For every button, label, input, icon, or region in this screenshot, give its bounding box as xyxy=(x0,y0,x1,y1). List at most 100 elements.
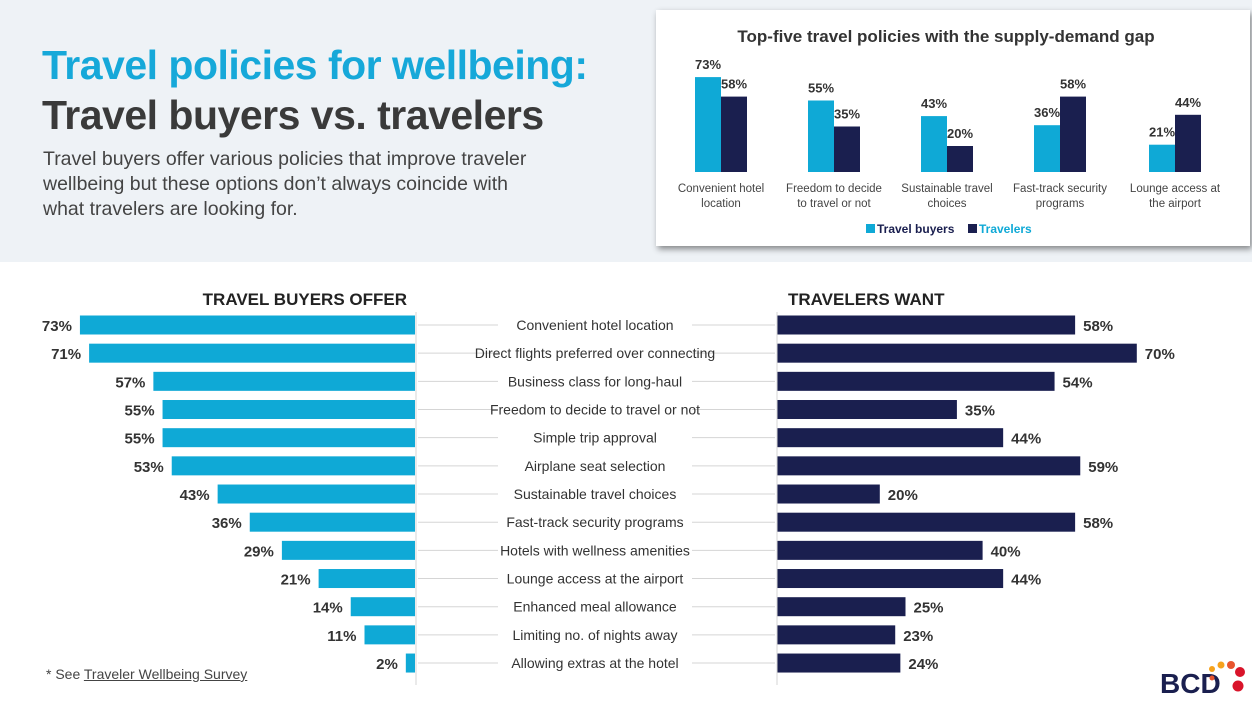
data-label-travelers: 44% xyxy=(1011,431,1041,448)
data-label-buyers: 57% xyxy=(115,374,145,391)
category-label: Sustainable travel xyxy=(901,183,992,195)
category-label: Allowing extras at the hotel xyxy=(511,655,678,671)
data-label: 55% xyxy=(808,81,834,96)
category-label: Direct flights preferred over connecting xyxy=(475,345,715,361)
subtitle: Travel buyers offer various policies tha… xyxy=(43,148,527,220)
category-label: to travel or not xyxy=(797,198,871,210)
category-label: Limiting no. of nights away xyxy=(513,627,678,643)
category-label: Airplane seat selection xyxy=(525,458,666,474)
data-label-buyers: 71% xyxy=(51,346,81,363)
top-five-chart-card: Top-five travel policies with the supply… xyxy=(656,10,1250,246)
category-label: Fast-track security xyxy=(1013,183,1107,195)
data-label: 35% xyxy=(834,107,860,122)
category-label: Lounge access at the airport xyxy=(507,571,684,587)
data-label-buyers: 36% xyxy=(212,515,242,532)
category-label: Business class for long-haul xyxy=(508,373,682,389)
category-label: the airport xyxy=(1149,198,1202,210)
bar-travelers xyxy=(777,569,1004,589)
bar-travelers xyxy=(777,512,1076,532)
category-label: Convenient hotel xyxy=(678,183,764,195)
bcd-logo: BCD xyxy=(1160,661,1245,699)
top-five-chart: 73% 58% Convenient hotel location 55%35% Free… xyxy=(678,57,1221,236)
category-label: Simple trip approval xyxy=(533,430,657,446)
bar-buyers xyxy=(153,371,415,391)
data-label-travelers: 59% xyxy=(1088,459,1118,476)
title-line-2: Travel buyers vs. travelers xyxy=(42,92,544,138)
category-label: location xyxy=(701,198,741,210)
data-label-travelers: 23% xyxy=(903,628,933,645)
footnote-prefix: * See xyxy=(46,666,84,682)
data-label-travelers: 25% xyxy=(914,600,944,617)
data-label-buyers: 11% xyxy=(327,628,356,645)
bar-travelers xyxy=(777,540,983,560)
data-label-buyers: 29% xyxy=(244,543,274,560)
data-label: 73% xyxy=(695,57,721,72)
bar-travelers xyxy=(777,625,896,645)
data-label-buyers: 73% xyxy=(42,318,72,335)
data-label: 44% xyxy=(1175,95,1201,110)
bar-buyers xyxy=(921,116,947,172)
bar-travelers xyxy=(947,146,973,172)
svg-text:BCD: BCD xyxy=(1160,668,1221,699)
legend-label-buyers: Travel buyers xyxy=(877,222,955,236)
bar-buyers xyxy=(249,512,415,532)
bar-buyers xyxy=(364,625,415,645)
left-header: TRAVEL BUYERS OFFER xyxy=(202,290,407,309)
category-label: Hotels with wellness amenities xyxy=(500,542,690,558)
bar-travelers xyxy=(777,428,1004,448)
legend-swatch-travelers xyxy=(968,224,977,233)
data-label: 43% xyxy=(921,96,947,111)
data-label-travelers: 20% xyxy=(888,487,918,504)
bar-buyers xyxy=(1034,125,1060,172)
bar-buyers xyxy=(162,400,415,420)
data-label: 20% xyxy=(947,126,973,141)
bar-travelers xyxy=(777,484,880,504)
footnote: * See Traveler Wellbeing Survey xyxy=(46,666,247,682)
data-label-travelers: 40% xyxy=(991,543,1021,560)
bar-buyers xyxy=(318,569,415,589)
bar-travelers xyxy=(777,597,906,617)
category-label: Sustainable travel choices xyxy=(514,486,677,502)
data-label-buyers: 14% xyxy=(313,600,343,617)
category-label: Convenient hotel location xyxy=(516,317,673,333)
data-label-buyers: 2% xyxy=(376,656,398,673)
bar-buyers xyxy=(89,343,416,363)
legend-label-travelers: Travelers xyxy=(979,222,1032,236)
bar-buyers xyxy=(171,456,415,476)
category-label: Freedom to decide xyxy=(786,183,882,195)
bar-travelers xyxy=(1060,96,1086,172)
top-five-chart-title: Top-five travel policies with the supply… xyxy=(737,27,1155,46)
data-label: 58% xyxy=(1060,77,1086,92)
data-label-travelers: 58% xyxy=(1083,515,1113,532)
category-label: Enhanced meal allowance xyxy=(513,599,677,615)
bar-buyers xyxy=(162,428,415,448)
category-label: programs xyxy=(1036,198,1085,210)
category-label: choices xyxy=(928,198,967,210)
bar-travelers xyxy=(721,96,747,172)
data-label-travelers: 54% xyxy=(1063,374,1093,391)
bar-buyers xyxy=(405,653,415,673)
bar-travelers xyxy=(777,653,901,673)
data-label-buyers: 43% xyxy=(180,487,210,504)
category-label: Lounge access at xyxy=(1130,183,1221,195)
category-label: Fast-track security programs xyxy=(506,514,683,530)
right-header: TRAVELERS WANT xyxy=(788,290,945,309)
data-label-travelers: 58% xyxy=(1083,318,1113,335)
data-label-travelers: 35% xyxy=(965,403,995,420)
bar-travelers xyxy=(834,126,860,172)
bar-buyers xyxy=(695,77,721,172)
bar-travelers xyxy=(1175,114,1201,172)
data-label: 21% xyxy=(1149,125,1175,140)
bar-travelers xyxy=(777,371,1055,391)
bar-travelers xyxy=(777,400,957,420)
bar-travelers xyxy=(777,343,1137,363)
legend-swatch-buyers xyxy=(866,224,875,233)
survey-link[interactable]: Traveler Wellbeing Survey xyxy=(83,666,248,682)
data-label-travelers: 44% xyxy=(1011,572,1041,589)
bar-buyers xyxy=(217,484,415,504)
data-label-travelers: 70% xyxy=(1145,346,1175,363)
bar-buyers xyxy=(1149,144,1175,172)
title-line-1: Travel policies for wellbeing: xyxy=(42,42,588,88)
data-label-buyers: 55% xyxy=(125,431,155,448)
bar-buyers xyxy=(79,315,416,335)
